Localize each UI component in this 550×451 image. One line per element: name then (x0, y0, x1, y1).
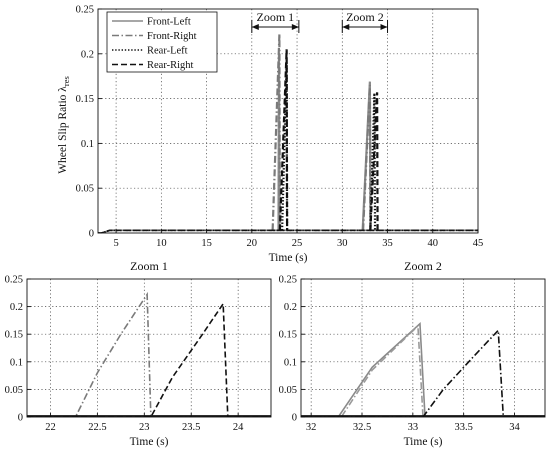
series-line-rear-right (27, 301, 271, 417)
y-tick-label: 0.05 (76, 184, 94, 195)
x-axis-label: Time (s) (404, 436, 443, 448)
x-tick-label: 20 (247, 238, 258, 249)
y-tick-label: 0.25 (279, 275, 297, 286)
spike-rear-right-1 (278, 49, 289, 231)
chart-title: Zoom 2 (404, 259, 442, 273)
series-line-front-right (341, 324, 424, 417)
x-tick-label: 24 (233, 422, 244, 433)
series-group (98, 34, 478, 233)
x-tick-label: 45 (473, 238, 484, 249)
y-axis-label: Wheel Slip Ratio λres (57, 76, 71, 174)
x-tick-label: 32 (306, 422, 317, 433)
zoom-annotation-1: Zoom 1 (251, 10, 300, 33)
annotation-label: Zoom 1 (256, 10, 294, 24)
y-tick-label: 0.2 (284, 302, 297, 313)
x-tick-label: 23.5 (182, 422, 200, 433)
series-group (27, 291, 271, 417)
arrow-right-icon (380, 24, 388, 30)
y-tick-label: 0 (292, 413, 297, 424)
spike-rear-right-2 (369, 92, 379, 231)
y-tick-label: 0.05 (279, 385, 297, 396)
y-tick-label: 0.25 (5, 275, 23, 286)
spike-front-left-2 (361, 81, 372, 231)
y-tick-label: 0.2 (10, 302, 23, 313)
arrow-right-icon (291, 24, 299, 30)
annotation-bg (255, 11, 295, 23)
x-tick-label: 23 (139, 422, 150, 433)
x-tick-label: 22.5 (88, 422, 106, 433)
legend-box (106, 11, 218, 73)
zoom1-chart: 22 22.5 23 23.5 24 0 0.05 0.1 0.15 0.2 0.25 Time (s… (5, 259, 272, 448)
arrow-left-icon (342, 24, 350, 30)
x-tick-label: 30 (337, 238, 348, 249)
legend-entry: Rear-Left (147, 46, 188, 57)
zoom2-chart: 32 32.5 33 33.5 34 0 0.05 0.1 0.15 0.2 0.25 Time (s… (279, 259, 546, 448)
y-tick-label: 0 (18, 413, 23, 424)
y-tick-label: 0.2 (81, 49, 94, 60)
y-tick-label: 0.1 (284, 357, 297, 368)
series-line-front-left (301, 321, 545, 417)
y-tick-label: 0.1 (10, 357, 23, 368)
y-tick-label: 0.05 (5, 385, 23, 396)
plot-frame (97, 8, 479, 234)
main-chart: 5 10 15 20 25 30 35 40 45 0 0.05 0.1 0.15 0.2 0.25 Time… (57, 5, 483, 265)
y-tick-label: 0.1 (81, 139, 94, 150)
y-tick-label: 0.25 (76, 5, 94, 16)
plot-frame (300, 278, 546, 418)
x-axis-label: Time (s) (269, 252, 308, 264)
x-tick-label: 10 (156, 238, 167, 249)
series-line-rear-left (98, 229, 478, 233)
chart-title: Zoom 1 (130, 259, 168, 273)
x-axis-label: Time (s) (130, 436, 169, 448)
y-tick-label: 0.15 (279, 330, 297, 341)
x-tick-label: 32.5 (353, 422, 371, 433)
series-line-front-right (27, 291, 271, 417)
plot-frame (26, 278, 272, 418)
series-group (301, 321, 545, 417)
x-tick-label: 25 (292, 238, 303, 249)
legend-entry: Front-Right (147, 31, 197, 42)
x-tick-label: 34 (509, 422, 520, 433)
arrow-left-icon (251, 24, 259, 30)
legend-entry: Rear-Right (147, 60, 194, 71)
x-tick-label: 35 (382, 238, 393, 249)
spike-front-right-1 (271, 34, 281, 231)
legend: Front-Left Front-Right Rear-Left Rear-Right (106, 11, 218, 73)
x-tick-label: 5 (113, 238, 118, 249)
legend-entry: Front-Left (147, 17, 191, 28)
x-tick-label: 33.5 (454, 422, 472, 433)
spike-front-right-2 (361, 85, 372, 231)
annotation-label: Zoom 2 (346, 10, 384, 24)
x-tick-label: 15 (201, 238, 212, 249)
y-tick-label: 0.15 (76, 94, 94, 105)
y-tick-label: 0.15 (5, 330, 23, 341)
y-tick-label: 0 (89, 229, 94, 240)
zoom-annotation-2: Zoom 2 (341, 10, 389, 33)
x-tick-label: 40 (428, 238, 439, 249)
annotation-bg (346, 11, 384, 23)
x-tick-label: 33 (408, 422, 419, 433)
x-tick-label: 22 (45, 422, 56, 433)
